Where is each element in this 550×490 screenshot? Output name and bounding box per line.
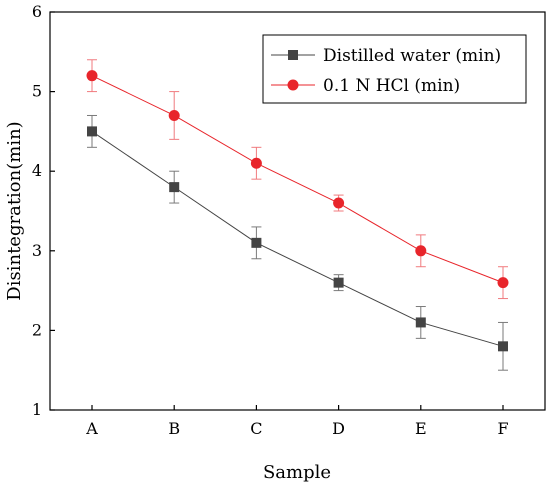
y-tick-label: 2 bbox=[32, 320, 42, 339]
legend-marker bbox=[288, 50, 298, 60]
x-tick-label: F bbox=[497, 419, 508, 438]
data-point bbox=[333, 197, 345, 209]
series-layer bbox=[86, 59, 509, 371]
y-tick-label: 6 bbox=[32, 2, 42, 21]
series-line bbox=[91, 130, 504, 347]
legend-box bbox=[262, 34, 527, 104]
legend: Distilled water (min) 0.1 N HCl (min) bbox=[262, 34, 527, 104]
data-point bbox=[169, 182, 180, 193]
x-tick-label: D bbox=[332, 419, 345, 438]
y-tick-label: 3 bbox=[32, 241, 42, 260]
data-point bbox=[87, 126, 97, 137]
y-axis-label: Disintegration(min) bbox=[4, 121, 25, 300]
series-line bbox=[91, 75, 504, 284]
series-1 bbox=[86, 59, 509, 300]
y-tick-label: 4 bbox=[32, 161, 42, 180]
y-axis: 1 2 3 4 5 6 bbox=[32, 2, 55, 419]
y-tick-label: 5 bbox=[32, 82, 42, 101]
legend-item: Distilled water (min) bbox=[271, 46, 501, 66]
x-tick-label: A bbox=[85, 419, 98, 438]
x-tick-label: C bbox=[250, 419, 262, 438]
legend-marker bbox=[287, 79, 299, 91]
legend-label: Distilled water (min) bbox=[323, 46, 501, 66]
series-0 bbox=[87, 114, 508, 371]
data-point bbox=[415, 245, 427, 257]
data-point bbox=[415, 317, 426, 328]
legend-item: 0.1 N HCl (min) bbox=[271, 76, 460, 96]
x-tick-label: B bbox=[168, 419, 180, 438]
data-point bbox=[251, 237, 262, 248]
data-point bbox=[250, 157, 262, 169]
data-point bbox=[498, 341, 508, 352]
x-axis: A B C D E F bbox=[85, 405, 509, 438]
x-axis-label: Sample bbox=[263, 462, 331, 483]
data-point bbox=[86, 70, 98, 82]
y-tick-label: 1 bbox=[32, 400, 42, 419]
x-tick-label: E bbox=[415, 419, 427, 438]
data-point bbox=[333, 277, 344, 288]
data-point bbox=[497, 277, 509, 289]
data-point bbox=[168, 109, 180, 121]
legend-label: 0.1 N HCl (min) bbox=[323, 76, 460, 96]
